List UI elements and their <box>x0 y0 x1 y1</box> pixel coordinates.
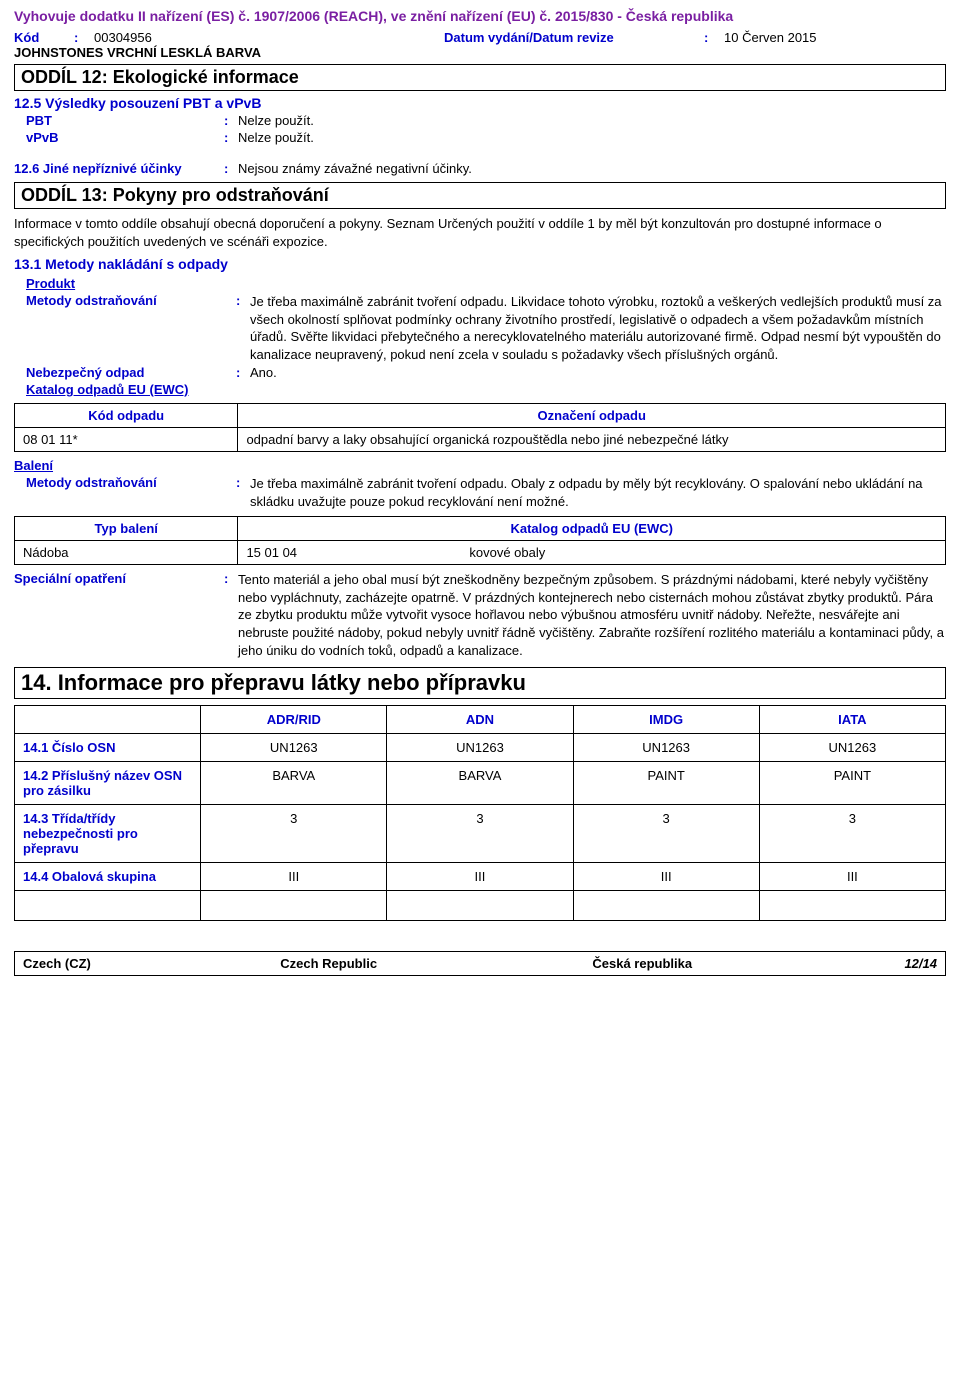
row143-v3: 3 <box>573 805 759 863</box>
ewc-row1-code: 08 01 11* <box>15 428 238 452</box>
pack-row1-type: Nádoba <box>15 541 238 565</box>
hazwaste-label: Nebezpečný odpad <box>26 365 236 380</box>
row142-v3: PAINT <box>573 762 759 805</box>
pack-methods-value: Je třeba maximálně zabránit tvoření odpa… <box>250 475 946 510</box>
methods-value: Je třeba maximálně zabránit tvoření odpa… <box>250 293 946 363</box>
ewc-col1: Kód odpadu <box>15 404 238 428</box>
ewc-table: Kód odpadu Označení odpadu 08 01 11* odp… <box>14 403 946 452</box>
colon: : <box>236 293 250 308</box>
sub-125: 12.5 Výsledky posouzení PBT a vPvB <box>14 95 946 111</box>
sub126-label: 12.6 Jiné nepříznivé účinky <box>14 161 224 176</box>
section13-box: ODDÍL 13: Pokyny pro odstraňování <box>14 182 946 209</box>
pbt-label: PBT <box>14 113 224 128</box>
row142-label: 14.2 Příslušný název OSN pro zásilku <box>15 762 201 805</box>
row143-v4: 3 <box>759 805 945 863</box>
transport-table: ADR/RID ADN IMDG IATA 14.1 Číslo OSN UN1… <box>14 705 946 921</box>
colon: : <box>236 475 250 490</box>
row144-label: 14.4 Obalová skupina <box>15 863 201 891</box>
code-label: Kód <box>14 30 74 45</box>
footer-page: 12/14 <box>904 956 937 971</box>
product-name: JOHNSTONES VRCHNÍ LESKLÁ BARVA <box>14 45 946 60</box>
ewc-row1-desc: odpadní barvy a laky obsahující organick… <box>238 428 946 452</box>
section13-title: ODDÍL 13: Pokyny pro odstraňování <box>21 185 329 205</box>
row144-v4: III <box>759 863 945 891</box>
empty-row <box>15 891 946 921</box>
col-adn: ADN <box>387 706 573 734</box>
pack-row1-code: 15 01 04 <box>238 541 461 565</box>
ewc-heading: Katalog odpadů EU (EWC) <box>26 382 946 397</box>
pack-methods-label: Metody odstraňování <box>26 475 236 490</box>
pack-col2: Katalog odpadů EU (EWC) <box>238 517 946 541</box>
colon: : <box>224 161 238 176</box>
vpvb-label: vPvB <box>14 130 224 145</box>
code-value: 00304956 <box>94 30 152 45</box>
special-value: Tento materiál a jeho obal musí být zneš… <box>238 571 946 659</box>
row141-v4: UN1263 <box>759 734 945 762</box>
section14-box: 14. Informace pro přepravu látky nebo př… <box>14 667 946 699</box>
section14-title: 14. Informace pro přepravu látky nebo př… <box>21 670 526 695</box>
row141-v3: UN1263 <box>573 734 759 762</box>
row143-v2: 3 <box>387 805 573 863</box>
row143-v1: 3 <box>201 805 387 863</box>
special-label: Speciální opatření <box>14 571 224 586</box>
row141-v1: UN1263 <box>201 734 387 762</box>
ewc-col2: Označení odpadu <box>238 404 946 428</box>
footer-box: Czech (CZ) Czech Republic Česká republik… <box>14 951 946 976</box>
pbt-value: Nelze použít. <box>238 113 946 128</box>
row142-v2: BARVA <box>387 762 573 805</box>
sub131: 13.1 Metody nakládání s odpady <box>14 256 946 272</box>
section12-box: ODDÍL 12: Ekologické informace <box>14 64 946 91</box>
footer-lang: Czech (CZ) <box>23 956 224 971</box>
footer-country: Czech Republic <box>280 956 536 971</box>
date-label: Datum vydání/Datum revize <box>444 30 704 45</box>
col-imdg: IMDG <box>573 706 759 734</box>
pack-row1-desc: kovové obaly <box>461 541 945 565</box>
row141-label: 14.1 Číslo OSN <box>15 734 201 762</box>
colon: : <box>224 130 238 145</box>
colon: : <box>74 30 94 45</box>
row144-v1: III <box>201 863 387 891</box>
colon: : <box>236 365 250 380</box>
row144-v2: III <box>387 863 573 891</box>
col-iata: IATA <box>759 706 945 734</box>
section13-intro: Informace v tomto oddíle obsahují obecná… <box>14 215 946 250</box>
product-heading: Produkt <box>26 276 946 291</box>
row141-v2: UN1263 <box>387 734 573 762</box>
row142-v4: PAINT <box>759 762 945 805</box>
section12-title: ODDÍL 12: Ekologické informace <box>21 67 299 87</box>
col-adrrid: ADR/RID <box>201 706 387 734</box>
meta-row: Kód : 00304956 Datum vydání/Datum revize… <box>14 30 946 45</box>
packaging-table: Typ balení Katalog odpadů EU (EWC) Nádob… <box>14 516 946 565</box>
packaging-heading: Balení <box>14 458 946 473</box>
row142-v1: BARVA <box>201 762 387 805</box>
regulation-header: Vyhovuje dodatku II nařízení (ES) č. 190… <box>14 8 946 24</box>
vpvb-value: Nelze použít. <box>238 130 946 145</box>
methods-label: Metody odstraňování <box>26 293 236 308</box>
row144-v3: III <box>573 863 759 891</box>
row143-label: 14.3 Třída/třídy nebezpečnosti pro přepr… <box>15 805 201 863</box>
colon: : <box>224 571 238 586</box>
sub126-value: Nejsou známy závažné negativní účinky. <box>238 161 946 176</box>
pack-col1: Typ balení <box>15 517 238 541</box>
colon: : <box>224 113 238 128</box>
footer-country-cz: Česká republika <box>592 956 848 971</box>
date-value: 10 Červen 2015 <box>724 30 817 45</box>
hazwaste-value: Ano. <box>250 365 946 380</box>
colon: : <box>704 30 724 45</box>
